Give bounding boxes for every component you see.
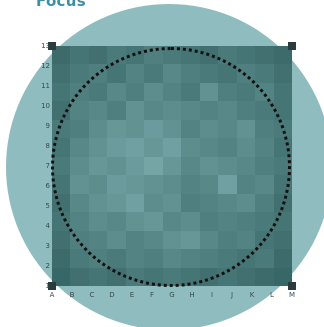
column-label: E [129,291,135,299]
board-cell[interactable] [88,46,108,65]
focus-ring [51,47,291,287]
board-cell[interactable] [273,230,292,250]
board-cell[interactable] [70,267,89,286]
row-label: 3 [45,242,50,250]
board-cell[interactable] [70,64,89,83]
board-cell[interactable] [273,46,292,65]
column-label: M [288,291,296,299]
row-label: 10 [41,102,50,110]
board-cell[interactable] [255,64,274,83]
board-corner-bottom-right [288,282,296,290]
board-cell[interactable] [70,249,89,268]
column-label: C [89,291,95,299]
board-cell[interactable] [52,230,71,250]
board-cell[interactable] [52,46,71,65]
column-label: L [270,291,274,299]
board-cell[interactable] [255,249,274,268]
board-cell[interactable] [273,64,292,83]
column-label: K [249,291,255,299]
row-label: 11 [41,82,50,90]
row-label: 5 [45,202,50,210]
column-label: F [149,291,155,299]
row-label: 12 [41,62,50,70]
row-label: 2 [45,262,50,270]
row-label: 6 [45,182,50,190]
board-cell[interactable] [236,267,256,286]
board-cell[interactable] [52,82,71,102]
board-cell[interactable] [52,64,71,83]
column-label: D [109,291,115,299]
row-label: 13 [41,42,50,50]
board-corner-top-right [288,42,296,50]
row-label: 8 [45,142,50,150]
board-corner-bottom-left [48,282,56,290]
board-cell[interactable] [255,46,274,65]
column-label: J [230,291,234,299]
board-cell[interactable] [273,267,292,286]
column-label: B [69,291,75,299]
board-cell[interactable] [52,267,71,286]
row-label: 1 [45,282,50,290]
column-label: A [49,291,55,299]
board-cell[interactable] [88,267,108,286]
board-cell[interactable] [236,46,256,65]
board-cell[interactable] [52,249,71,268]
panel-title: Focus [36,0,86,10]
column-label: G [169,291,175,299]
row-label: 9 [45,122,50,130]
row-label: 4 [45,222,50,230]
column-label: I [210,291,214,299]
board-cell[interactable] [255,267,274,286]
column-label: H [189,291,195,299]
board-cell[interactable] [273,249,292,268]
board-cell[interactable] [273,82,292,102]
board-corner-top-left [48,42,56,50]
board-cell[interactable] [70,46,89,65]
row-label: 7 [45,162,50,170]
